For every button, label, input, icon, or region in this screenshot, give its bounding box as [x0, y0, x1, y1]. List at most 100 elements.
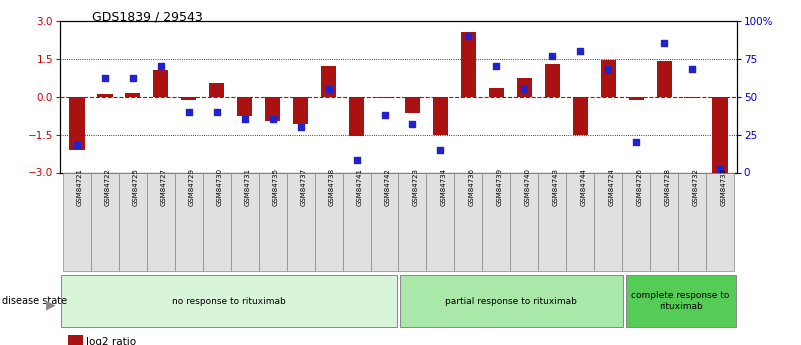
Text: GSM84735: GSM84735 [272, 168, 279, 206]
Text: GSM84742: GSM84742 [384, 168, 391, 206]
Text: GSM84723: GSM84723 [413, 168, 418, 206]
Bar [517, 78, 532, 97]
Bar [153, 70, 168, 97]
Point [630, 139, 642, 145]
Bar [426, 172, 454, 271]
Point [238, 117, 251, 122]
Text: GSM84737: GSM84737 [300, 168, 307, 206]
Point [378, 112, 391, 118]
Bar [405, 97, 421, 113]
Point [602, 67, 614, 72]
Bar [573, 97, 588, 135]
Point [574, 48, 586, 54]
Point [658, 41, 670, 46]
Text: GSM84740: GSM84740 [525, 168, 530, 206]
Point [294, 124, 307, 130]
Text: GSM84729: GSM84729 [189, 168, 195, 206]
Bar [622, 172, 650, 271]
Text: log2 ratio: log2 ratio [86, 337, 136, 345]
Bar [371, 172, 398, 271]
Bar [287, 172, 315, 271]
Bar [97, 94, 112, 97]
Point [322, 86, 335, 92]
Bar [91, 172, 119, 271]
Text: GDS1839 / 29543: GDS1839 / 29543 [92, 10, 203, 23]
Text: GSM84730: GSM84730 [217, 168, 223, 206]
Bar [685, 97, 700, 98]
Bar [398, 172, 426, 271]
Bar [594, 172, 622, 271]
Bar [321, 66, 336, 97]
Text: GSM84734: GSM84734 [441, 168, 446, 206]
Point [462, 33, 475, 39]
Bar [657, 61, 672, 97]
Bar [489, 88, 504, 97]
Bar [545, 64, 560, 97]
Text: GSM84733: GSM84733 [720, 168, 727, 206]
Bar [125, 93, 140, 97]
Point [155, 63, 167, 69]
Bar [482, 172, 510, 271]
Point [434, 147, 447, 152]
Text: GSM84732: GSM84732 [692, 168, 698, 206]
Bar [712, 97, 728, 172]
Bar [209, 83, 224, 97]
Text: partial response to rituximab: partial response to rituximab [445, 296, 578, 306]
Text: GSM84722: GSM84722 [105, 168, 111, 206]
Bar [69, 97, 85, 150]
Point [211, 109, 223, 115]
Bar [566, 172, 594, 271]
Bar [62, 172, 91, 271]
Text: complete response to
rituximab: complete response to rituximab [631, 291, 730, 311]
Point [70, 142, 83, 148]
Text: GSM84741: GSM84741 [356, 168, 363, 206]
Bar [629, 97, 644, 100]
Text: ▶: ▶ [46, 299, 56, 312]
Text: GSM84738: GSM84738 [328, 168, 335, 206]
Bar [461, 32, 476, 97]
Text: GSM84731: GSM84731 [244, 168, 251, 206]
Bar [650, 172, 678, 271]
Text: GSM84727: GSM84727 [161, 168, 167, 206]
Point [406, 121, 419, 127]
FancyBboxPatch shape [626, 275, 735, 327]
Bar [119, 172, 147, 271]
Bar [376, 97, 392, 98]
Text: disease state: disease state [2, 296, 67, 306]
Bar [601, 60, 616, 97]
Bar [315, 172, 343, 271]
Text: GSM84724: GSM84724 [608, 168, 614, 206]
Bar [433, 97, 448, 135]
Bar [231, 172, 259, 271]
Point [127, 76, 139, 81]
Bar [454, 172, 482, 271]
Bar [265, 97, 280, 121]
Bar [181, 97, 196, 100]
Text: GSM84725: GSM84725 [133, 168, 139, 206]
Point [714, 167, 727, 172]
Bar [293, 97, 308, 125]
Point [183, 109, 195, 115]
Point [490, 63, 503, 69]
Text: GSM84726: GSM84726 [636, 168, 642, 206]
Point [518, 86, 531, 92]
Bar [175, 172, 203, 271]
Bar [343, 172, 371, 271]
Text: GSM84721: GSM84721 [77, 168, 83, 206]
Text: GSM84728: GSM84728 [664, 168, 670, 206]
Text: GSM84739: GSM84739 [497, 168, 502, 206]
Bar [259, 172, 287, 271]
Text: GSM84743: GSM84743 [553, 168, 558, 206]
Point [546, 53, 559, 58]
Text: GSM84744: GSM84744 [580, 168, 586, 206]
Bar [678, 172, 706, 271]
Text: no response to rituximab: no response to rituximab [172, 296, 286, 306]
Bar [349, 97, 364, 136]
Bar [510, 172, 538, 271]
Bar [147, 172, 175, 271]
FancyBboxPatch shape [400, 275, 622, 327]
Bar [203, 172, 231, 271]
Bar [706, 172, 735, 271]
Bar [538, 172, 566, 271]
Point [266, 117, 279, 122]
